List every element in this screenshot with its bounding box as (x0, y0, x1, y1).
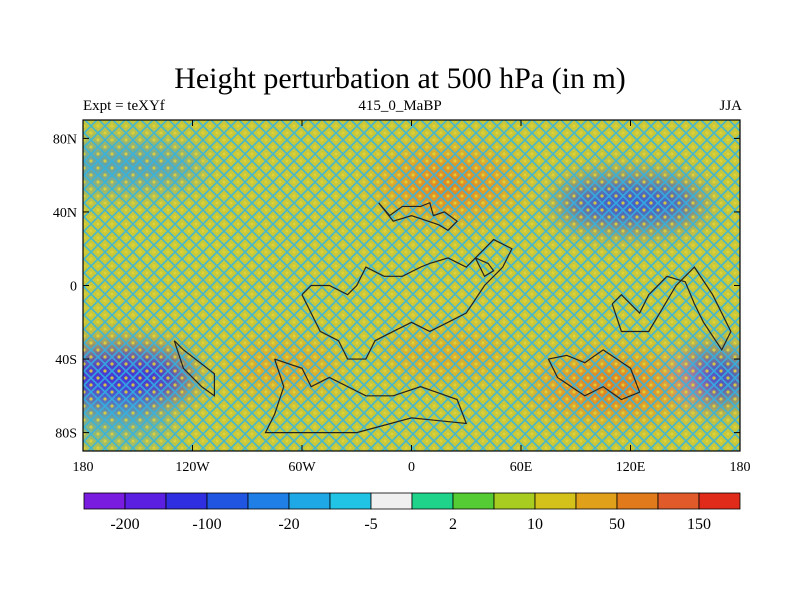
colorbar (83, 492, 741, 510)
lon-tick-label: 180 (730, 460, 751, 475)
colorbar-swatch (288, 492, 331, 510)
lat-tick-label: 40S (55, 353, 77, 368)
crosshatch-overlay (83, 120, 740, 451)
run-label: 415_0_MaBP (358, 98, 442, 114)
coastline (547, 349, 641, 401)
coastline (173, 340, 215, 398)
lat-tick-label: 0 (70, 280, 77, 295)
lon-tick-label: 120W (175, 460, 210, 475)
lat-tick-label: 80N (53, 132, 77, 147)
lon-tick-label: 180 (73, 460, 94, 475)
colorbar-label: -100 (192, 516, 221, 533)
lon-axis: 180 120W 60W 0 60E 120E 180 (73, 120, 751, 475)
plot-title: Height perturbation at 500 hPa (in m) (174, 62, 626, 95)
colorbar-label: 50 (609, 516, 625, 533)
colorbar-swatch (83, 492, 126, 510)
colorbar-labels: -200 -100 -20 -5 2 10 50 150 (110, 516, 711, 533)
colorbar-swatch (575, 492, 618, 510)
coastline (264, 358, 468, 434)
coastline (474, 257, 495, 278)
coastline (611, 266, 732, 352)
colorbar-swatch (452, 492, 495, 510)
colorbar-label: 10 (527, 516, 543, 533)
colorbar-swatch (411, 492, 454, 510)
coastlines (173, 201, 732, 434)
lon-tick-label: 60W (288, 460, 316, 475)
colorbar-swatch (698, 492, 741, 510)
colorbar-swatch (657, 492, 700, 510)
lon-tick-label: 0 (408, 460, 415, 475)
season-label: JJA (719, 98, 742, 114)
colorbar-swatch (616, 492, 659, 510)
colorbar-swatch (165, 492, 208, 510)
colorbar-swatch (124, 492, 167, 510)
colorbar-swatch (247, 492, 290, 510)
colorbar-label: -20 (278, 516, 299, 533)
lat-tick-label: 40N (53, 206, 77, 221)
experiment-label: Expt = teXYf (83, 98, 165, 114)
colorbar-swatch (206, 492, 249, 510)
lat-axis: 80N 40N 0 40S 80S (53, 132, 740, 442)
colorbar-swatch (493, 492, 536, 510)
lon-tick-label: 120E (616, 460, 646, 475)
lat-tick-label: 80S (55, 427, 77, 442)
colorbar-swatch (370, 492, 413, 510)
colorbar-swatch (534, 492, 577, 510)
field-layer (83, 120, 740, 451)
colorbar-swatch (329, 492, 372, 510)
colorbar-label: -200 (110, 516, 139, 533)
colorbar-label: 150 (687, 516, 711, 533)
coastline (301, 238, 513, 360)
lon-tick-label: 60E (510, 460, 533, 475)
colorbar-label: 2 (449, 516, 457, 533)
colorbar-label: -5 (364, 516, 377, 533)
coastline (378, 201, 459, 232)
